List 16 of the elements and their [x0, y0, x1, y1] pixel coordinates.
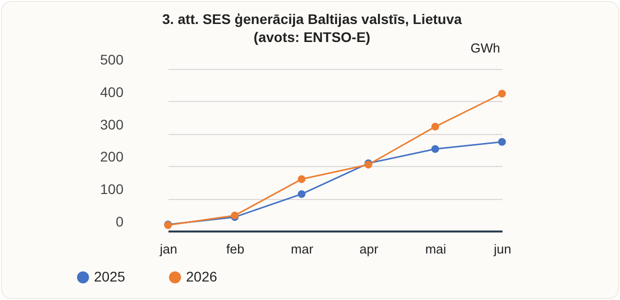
legend-label: 2025: [94, 268, 126, 284]
y-tick-label: 400: [100, 84, 124, 100]
x-tick-label: mai: [425, 242, 446, 256]
y-tick-label: 0: [116, 214, 124, 230]
y-tick-label: 500: [100, 52, 124, 68]
y-axis-title: GWh: [470, 40, 500, 56]
legend-label: 2026: [186, 268, 218, 284]
x-tick-label: jan: [158, 242, 178, 256]
x-tick-label: feb: [226, 242, 244, 256]
x-tick-label: apr: [360, 242, 379, 256]
chart-title: 3. att. SES ģenerācija Baltijas valstīs, Lietuva (avots: ENTSO-E): [161, 10, 463, 46]
y-tick-label: 200: [100, 148, 124, 165]
y-tick-label: 100: [100, 181, 124, 198]
x-tick-label: mar: [290, 242, 314, 256]
y-tick-label: 300: [100, 116, 124, 132]
x-tick-label: jun: [492, 242, 512, 256]
